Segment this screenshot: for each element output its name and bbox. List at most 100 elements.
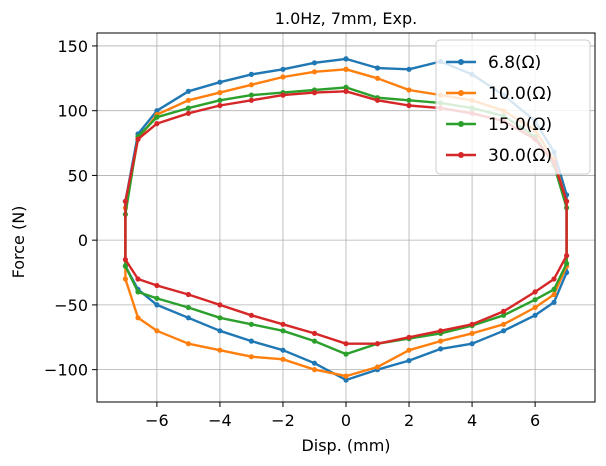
data-point (248, 312, 254, 318)
data-point (311, 330, 318, 336)
x-tick-label: 4 (467, 411, 477, 430)
data-point (343, 84, 349, 90)
data-point (135, 315, 141, 321)
data-point (343, 88, 349, 94)
data-point (217, 315, 223, 321)
data-point (154, 302, 160, 308)
data-point (217, 302, 223, 308)
y-tick-label: −50 (54, 296, 88, 315)
data-point (343, 351, 349, 357)
legend-marker (458, 121, 464, 127)
data-point (311, 60, 318, 66)
data-point (343, 341, 349, 347)
data-point (280, 66, 286, 72)
legend-item: 6.8(Ω) (446, 53, 541, 73)
legend: 6.8(Ω) 10.0(Ω) 15.0(Ω) 30.0(Ω) (435, 39, 591, 175)
y-axis-title: Force (N) (9, 206, 28, 279)
data-point (217, 79, 223, 85)
data-point (122, 257, 128, 263)
x-tick-label: −6 (145, 411, 169, 430)
data-point (311, 338, 318, 344)
data-point (154, 121, 160, 127)
data-point (248, 82, 254, 88)
data-point (438, 338, 444, 344)
data-point (532, 312, 538, 318)
data-point (406, 87, 412, 93)
data-point (135, 289, 141, 295)
data-point (217, 90, 223, 96)
legend-item: 10.0(Ω) (446, 84, 552, 104)
data-point (122, 276, 128, 282)
data-point (343, 377, 349, 383)
data-point (311, 69, 318, 75)
data-point (469, 330, 475, 336)
legend-marker (458, 59, 464, 65)
data-point (122, 263, 128, 269)
data-point (311, 90, 318, 96)
x-tick-label: 2 (404, 411, 414, 430)
data-point (154, 108, 160, 114)
data-point (248, 338, 254, 344)
data-point (311, 367, 318, 373)
data-point (564, 253, 570, 259)
data-point (185, 341, 191, 347)
data-point (551, 291, 557, 298)
data-point (135, 276, 141, 282)
data-point (154, 282, 160, 289)
chart-title: 1.0Hz, 7mm, Exp. (275, 9, 417, 28)
data-point (248, 321, 254, 327)
data-point (374, 341, 381, 347)
data-point (406, 347, 412, 353)
data-point (248, 354, 254, 360)
x-tick-label: 0 (341, 411, 351, 430)
data-point (185, 291, 191, 298)
y-tick-label: 0 (78, 231, 88, 250)
axis-ticks: −6 −4 −2 0 2 4 6 −100 −50 0 50 100 150 (44, 37, 540, 430)
data-point (501, 312, 507, 318)
data-point (501, 308, 507, 314)
data-point (469, 321, 475, 327)
data-point (154, 295, 160, 301)
data-point (217, 347, 223, 353)
data-point (280, 347, 286, 353)
data-point (185, 97, 191, 103)
data-point (248, 92, 254, 98)
data-point (217, 102, 223, 109)
data-point (217, 97, 223, 103)
data-point (406, 334, 412, 340)
legend-marker (458, 152, 464, 158)
data-point (135, 136, 141, 142)
data-point (469, 341, 475, 347)
data-point (551, 276, 557, 282)
data-point (532, 304, 538, 311)
data-point (343, 56, 349, 62)
data-point (122, 198, 128, 204)
x-tick-label: −2 (271, 411, 295, 430)
data-point (154, 114, 160, 120)
data-point (501, 321, 507, 327)
legend-marker (458, 90, 464, 96)
data-point (406, 358, 412, 364)
data-point (551, 286, 557, 292)
data-point (406, 97, 412, 103)
data-point (185, 315, 191, 321)
legend-box (435, 39, 591, 175)
data-point (374, 65, 381, 71)
data-point (532, 297, 538, 303)
x-tick-label: 6 (530, 411, 540, 430)
data-point (551, 299, 557, 305)
data-point (185, 105, 191, 111)
data-point (248, 71, 254, 77)
y-tick-label: 150 (57, 37, 88, 56)
data-point (343, 66, 349, 72)
data-point (374, 75, 381, 81)
data-point (280, 328, 286, 334)
data-point (532, 289, 538, 295)
data-point (311, 360, 318, 366)
data-point (154, 328, 160, 334)
data-point (564, 198, 570, 204)
y-tick-label: −100 (44, 361, 88, 380)
legend-label: 30.0(Ω) (488, 146, 552, 166)
x-tick-label: −4 (208, 411, 232, 430)
